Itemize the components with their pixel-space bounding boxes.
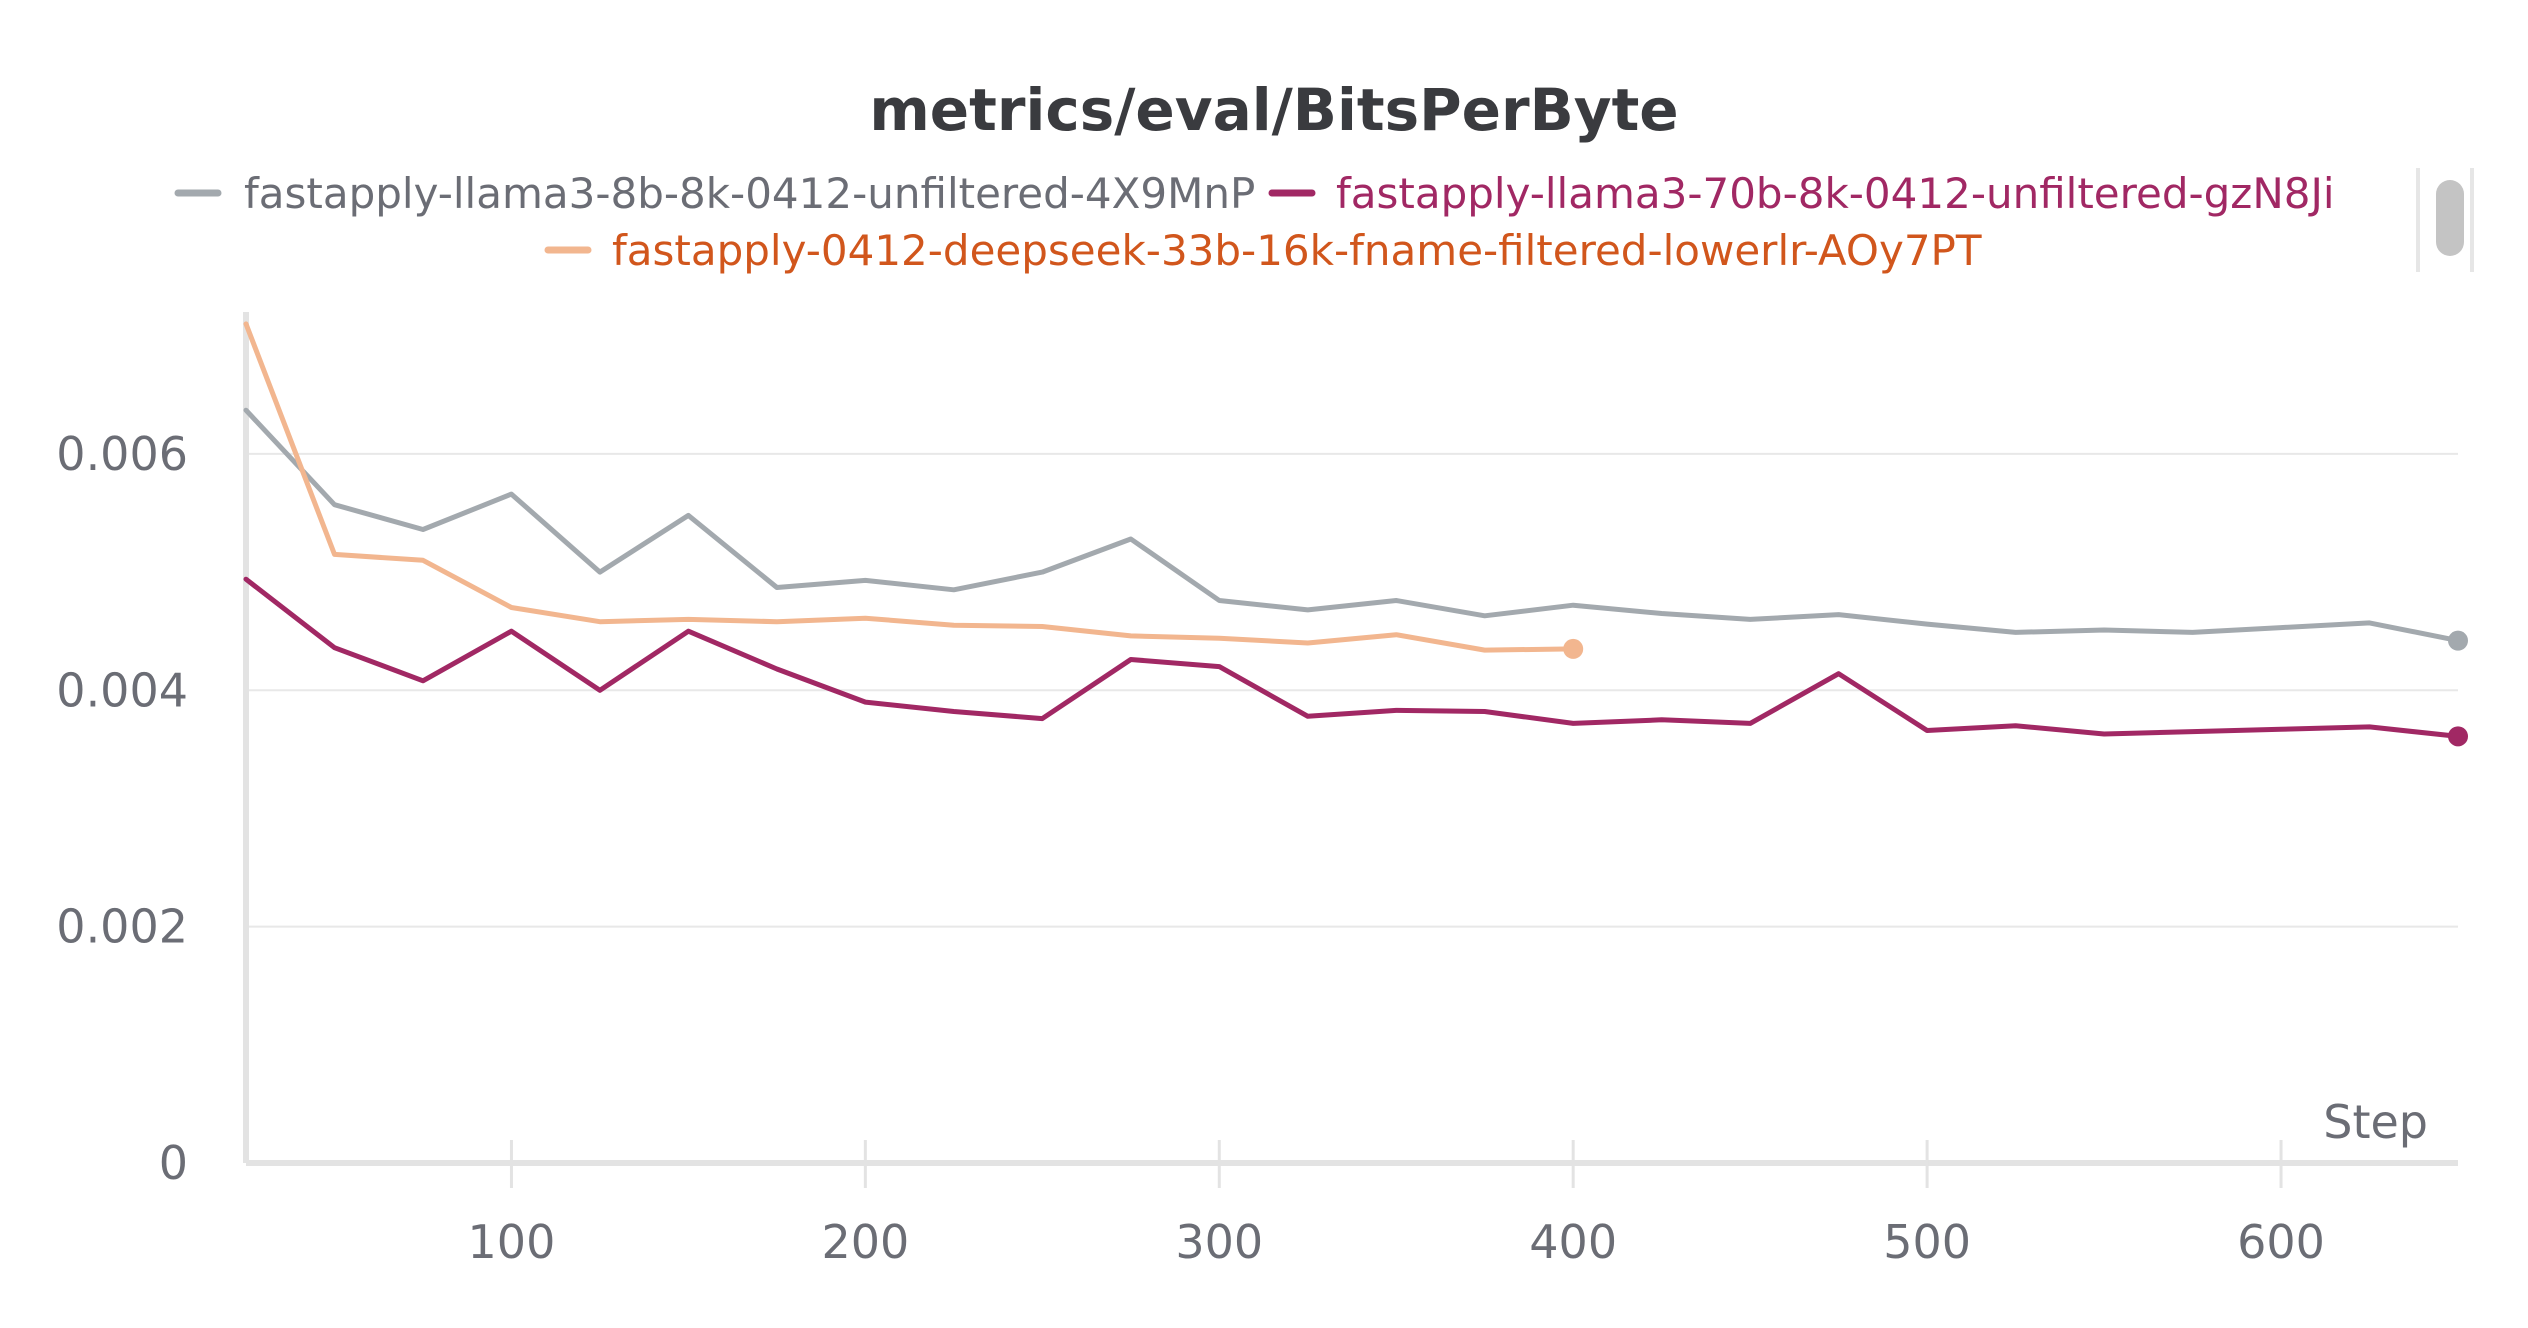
grid	[246, 452, 2458, 928]
legend-label-deepseek-33b: fastapply-0412-deepseek-33b-16k-fname-fi…	[612, 226, 1982, 275]
x-axis: 100 200 300 400 500 600	[246, 1140, 2458, 1269]
legend: fastapply-llama3-8b-8k-0412-unfiltered-4…	[174, 169, 2335, 275]
series-line-deepseek-33b[interactable]	[243, 321, 1576, 653]
series-lines	[243, 321, 2461, 739]
legend-entry-llama3-8b[interactable]: fastapply-llama3-8b-8k-0412-unfiltered-4…	[174, 169, 1255, 218]
y-tick-label: 0.004	[56, 663, 188, 717]
x-tick-label: 100	[468, 1215, 556, 1269]
legend-scrollbar-thumb[interactable]	[2436, 180, 2464, 256]
series-line-llama3-8b[interactable]	[243, 407, 2461, 644]
series-end-markers	[1563, 630, 2468, 747]
end-marker-llama3-8b[interactable]	[2448, 630, 2468, 651]
y-tick-label: 0.002	[56, 900, 188, 954]
x-tick-label: 500	[1883, 1215, 1971, 1269]
legend-label-llama3-70b: fastapply-llama3-70b-8k-0412-unfiltered-…	[1336, 169, 2335, 218]
x-tick-label: 200	[821, 1215, 909, 1269]
x-axis-label: Step	[2323, 1095, 2428, 1149]
legend-entry-llama3-70b[interactable]: fastapply-llama3-70b-8k-0412-unfiltered-…	[1268, 169, 2335, 218]
x-tick-label: 600	[2237, 1215, 2325, 1269]
legend-scrollbar-track[interactable]	[2416, 168, 2474, 272]
chart-title: metrics/eval/BitsPerByte	[869, 76, 1678, 144]
legend-entry-deepseek-33b[interactable]: fastapply-0412-deepseek-33b-16k-fname-fi…	[544, 226, 1982, 275]
y-tick-label: 0	[159, 1136, 188, 1190]
x-tick-label: 400	[1529, 1215, 1617, 1269]
end-marker-deepseek-33b[interactable]	[1563, 638, 1584, 659]
x-tick-label: 300	[1175, 1215, 1263, 1269]
y-tick-label: 0.006	[56, 427, 188, 481]
legend-label-llama3-8b: fastapply-llama3-8b-8k-0412-unfiltered-4…	[244, 169, 1255, 218]
series-line-llama3-70b[interactable]	[243, 576, 2461, 739]
y-axis: 0 0.002 0.004 0.006	[56, 312, 249, 1190]
end-marker-llama3-70b[interactable]	[2448, 726, 2468, 747]
